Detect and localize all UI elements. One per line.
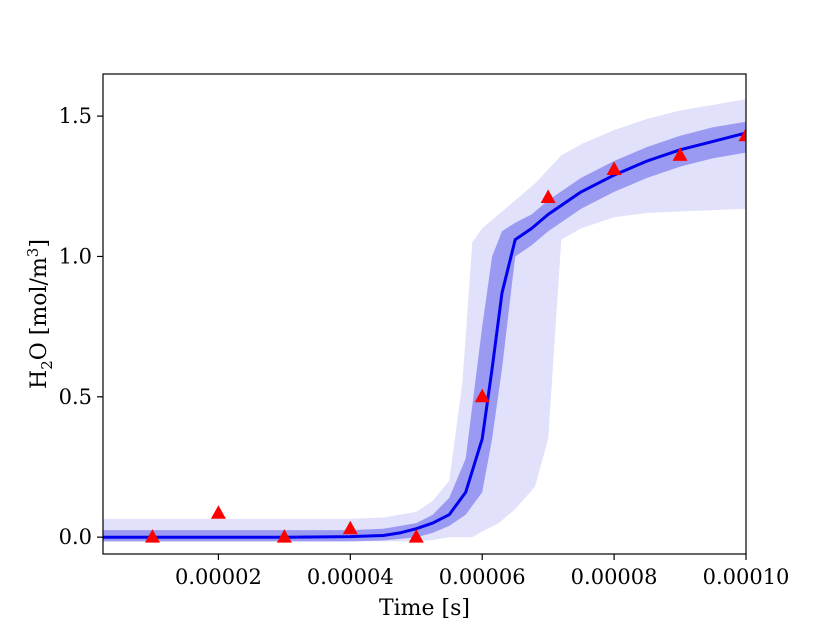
data-point-marker	[540, 189, 556, 204]
data-point-marker	[210, 505, 226, 519]
data-point-marker	[408, 529, 424, 543]
data-point-marker	[606, 161, 622, 175]
x-tick-label: 0.00002	[175, 565, 262, 589]
axes-frame	[102, 73, 747, 555]
data-point-marker	[474, 388, 490, 403]
y-axis-label: H2O [mol/m3]	[24, 239, 56, 389]
inner-uncertainty-band	[103, 121, 746, 542]
y-tick-label: 0.5	[59, 385, 92, 409]
plot-area	[103, 99, 746, 543]
x-axis: 0.00002 0.00004 0.00006 0.00008 0.00010	[175, 554, 789, 589]
y-tick-label: 1.0	[59, 244, 92, 268]
data-point-marker	[672, 147, 688, 161]
x-axis-label: Time [s]	[379, 596, 470, 621]
x-tick-label: 0.00010	[703, 565, 790, 589]
data-point-marker	[738, 127, 746, 142]
y-tick-label: 0.0	[59, 525, 92, 549]
outer-uncertainty-band	[103, 99, 746, 542]
x-tick-label: 0.00006	[439, 565, 526, 589]
data-point-marker	[144, 529, 160, 543]
data-point-marker	[276, 529, 292, 543]
x-tick-label: 0.00008	[571, 565, 658, 589]
mean-line	[103, 131, 746, 539]
x-tick-label: 0.00004	[307, 565, 394, 589]
y-tick-label: 1.5	[59, 104, 92, 128]
y-axis: 0.0 0.5 1.0 1.5	[59, 104, 103, 549]
data-point-marker	[342, 520, 358, 535]
